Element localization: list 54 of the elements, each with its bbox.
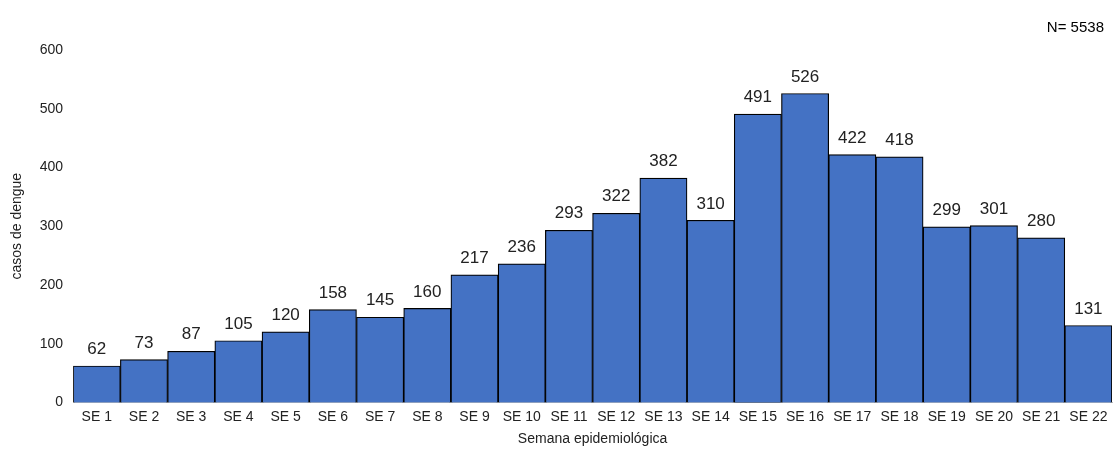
data-label: 526 bbox=[790, 66, 820, 86]
y-tick-label: 500 bbox=[39, 99, 64, 116]
y-tick-label: 400 bbox=[39, 158, 64, 175]
data-label: 73 bbox=[134, 332, 154, 352]
y-tick-label: 200 bbox=[39, 275, 64, 292]
data-label: 422 bbox=[838, 127, 867, 147]
x-tick-label: SE 9 bbox=[459, 407, 490, 424]
data-label: 87 bbox=[181, 324, 201, 344]
x-tick-label: SE 19 bbox=[927, 407, 967, 424]
x-tick-label: SE 22 bbox=[1069, 407, 1108, 424]
y-tick-label: 300 bbox=[39, 217, 64, 234]
data-label: 280 bbox=[1026, 211, 1056, 231]
x-tick-label: SE 20 bbox=[974, 407, 1014, 424]
x-tick-label: SE 21 bbox=[1022, 407, 1061, 424]
y-axis-title: casos de dengue bbox=[8, 172, 25, 280]
x-tick-label: SE 8 bbox=[412, 407, 443, 424]
y-tick-label: 100 bbox=[39, 334, 64, 351]
x-tick-label: SE 7 bbox=[364, 407, 396, 424]
data-label: 418 bbox=[885, 130, 914, 150]
data-label: 293 bbox=[554, 203, 584, 223]
y-tick-label: 600 bbox=[39, 40, 64, 57]
x-tick-label: SE 5 bbox=[270, 407, 302, 424]
x-tick-label: SE 16 bbox=[786, 407, 825, 424]
x-tick-label: SE 11 bbox=[550, 407, 588, 424]
data-label: 236 bbox=[507, 236, 536, 256]
x-tick-label: SE 3 bbox=[176, 407, 207, 424]
data-label: 491 bbox=[743, 87, 773, 107]
data-label: 382 bbox=[649, 151, 678, 171]
data-label: 299 bbox=[932, 199, 961, 219]
x-tick-label: SE 15 bbox=[738, 407, 778, 424]
data-label: 301 bbox=[979, 198, 1009, 218]
x-tick-label: SE 1 bbox=[81, 407, 113, 424]
data-label: 158 bbox=[318, 282, 348, 302]
data-label: 145 bbox=[365, 290, 395, 310]
text: N= 5538 bbox=[1046, 18, 1104, 35]
x-tick-label: SE 10 bbox=[502, 407, 542, 424]
x-tick-label: SE 12 bbox=[597, 407, 636, 424]
data-label: 310 bbox=[696, 193, 725, 213]
y-tick-label: 0 bbox=[55, 393, 64, 410]
x-tick-label: SE 4 bbox=[223, 407, 254, 424]
x-tick-label: SE 13 bbox=[644, 407, 683, 424]
data-label: 322 bbox=[602, 186, 631, 206]
data-label: 160 bbox=[413, 281, 442, 301]
x-tick-label: SE 18 bbox=[880, 407, 919, 424]
data-label: 120 bbox=[271, 305, 300, 325]
data-label: 105 bbox=[224, 313, 253, 333]
data-label: 217 bbox=[460, 248, 489, 268]
x-tick-label: SE 6 bbox=[317, 407, 349, 424]
data-label: 131 bbox=[1074, 298, 1103, 318]
data-label: 62 bbox=[87, 339, 107, 359]
x-tick-label: SE 17 bbox=[833, 407, 872, 424]
x-axis-title: Semana epidemiológica bbox=[517, 430, 668, 447]
x-tick-label: SE 14 bbox=[691, 407, 730, 424]
x-tick-label: SE 2 bbox=[128, 407, 160, 424]
